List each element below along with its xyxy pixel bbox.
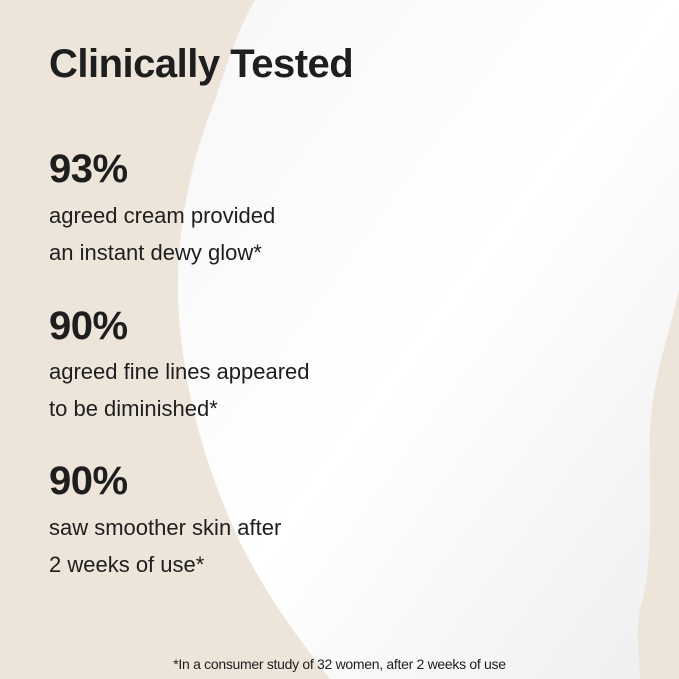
stat-value: 93%: [49, 147, 128, 191]
stat-description: saw smoother skin after: [49, 515, 282, 540]
stat-value: 90%: [49, 304, 128, 348]
page-title: Clinically Tested: [49, 42, 354, 86]
stat-description: 2 weeks of use*: [49, 552, 205, 577]
stat-value: 90%: [49, 459, 128, 503]
stat-description: to be diminished*: [49, 396, 218, 421]
stat-description: agreed cream provided: [49, 203, 276, 228]
stat-description: an instant dewy glow*: [49, 240, 262, 265]
footnote: *In a consumer study of 32 women, after …: [173, 656, 506, 672]
stat-description: agreed fine lines appeared: [49, 359, 310, 384]
